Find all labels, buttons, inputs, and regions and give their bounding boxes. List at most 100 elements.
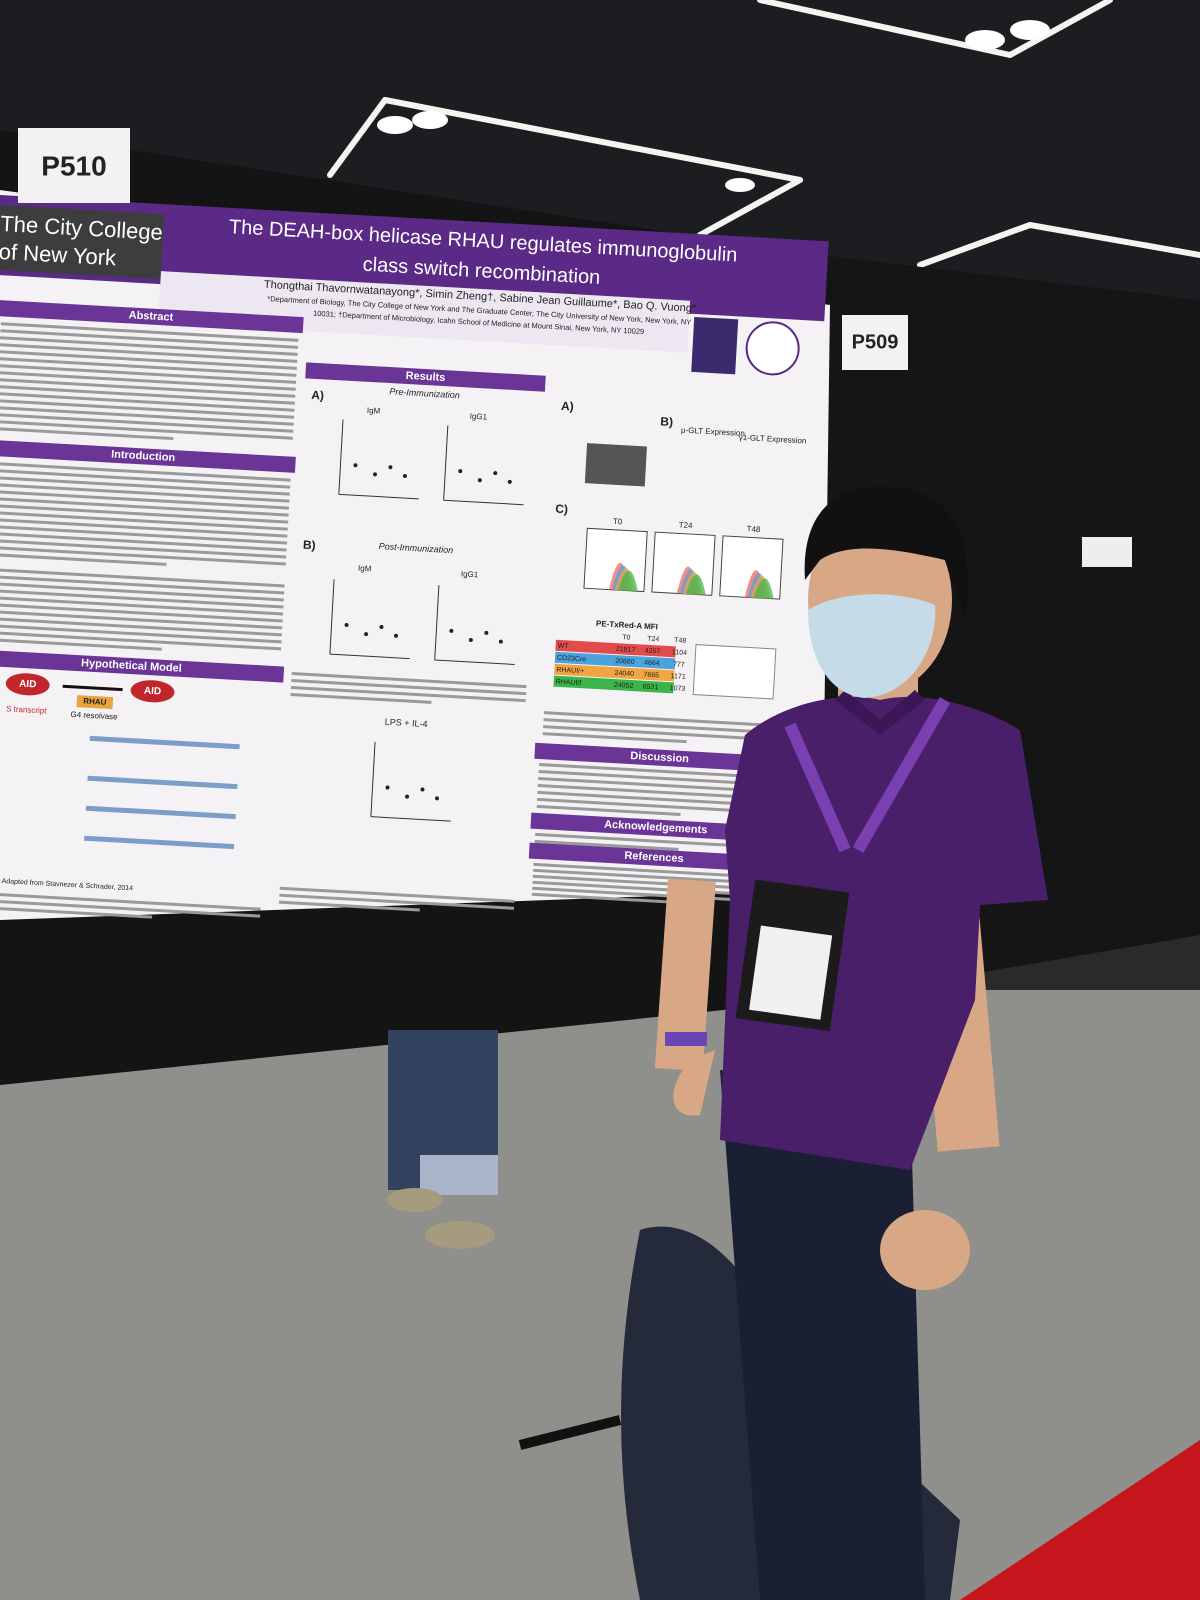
text-line [279, 893, 515, 910]
text-line [0, 399, 295, 419]
wristband [665, 1032, 707, 1046]
text-line [0, 552, 167, 566]
plot-dot [405, 794, 410, 799]
text-line [290, 693, 432, 704]
text-line [0, 469, 291, 489]
section-bar [0, 300, 304, 334]
text-line [290, 686, 526, 703]
table-row [554, 651, 676, 670]
poster-text: IgG1 [469, 412, 487, 422]
red-carpet [960, 1440, 1200, 1600]
plot-dot [364, 632, 369, 637]
text-line [0, 602, 283, 623]
section-title: Abstract [128, 309, 174, 323]
plot-dot [402, 474, 407, 479]
passerby [387, 1030, 498, 1249]
table-cell: 6531 [643, 683, 659, 691]
poster-text: A) [311, 388, 324, 403]
section-title: References [624, 850, 684, 865]
plot-dot [468, 637, 473, 642]
text-line [0, 524, 288, 545]
text-line [0, 545, 286, 566]
table-cell: RHAUf/+ [556, 667, 584, 676]
poster-text: B) [660, 414, 673, 429]
poster-text: T0 [622, 634, 631, 641]
bar-chart [692, 644, 777, 700]
section-title: Discussion [630, 750, 690, 765]
poster-text: S transcript [6, 704, 48, 715]
section-bar [530, 812, 781, 843]
poster-text: μ-GLT Expression [681, 425, 745, 438]
arrow [62, 684, 123, 692]
logo-badge [691, 316, 739, 375]
table-cell: 21817 [616, 646, 636, 654]
poster-text: A) [561, 399, 574, 414]
text-line [0, 350, 297, 370]
text-line [0, 637, 162, 651]
plot-dot [498, 639, 503, 644]
gene-track [89, 735, 240, 750]
aid-shape [130, 680, 175, 703]
text-line [533, 868, 773, 886]
histogram-curve [685, 574, 706, 596]
table-cell: 7665 [643, 672, 659, 680]
text-line [0, 413, 294, 433]
face-mask [808, 594, 936, 698]
text-line [533, 862, 774, 880]
person [654, 486, 1048, 1600]
poster-text: B) [303, 538, 316, 553]
text-line [0, 623, 282, 644]
table-cell: 20660 [615, 658, 635, 666]
text-line [0, 427, 174, 441]
aid-shape [5, 673, 50, 696]
text-line [543, 718, 784, 735]
section-title: Acknowledgements [604, 819, 708, 837]
table-cell: 1104 [672, 649, 688, 657]
text-line [291, 679, 527, 696]
plot-dot [449, 628, 454, 633]
poster-text: T0 [613, 517, 623, 527]
text-line [0, 385, 295, 405]
section-bar [0, 649, 285, 683]
plot-dot [385, 785, 390, 790]
plot-axis [329, 653, 410, 660]
text-line [537, 783, 778, 801]
poster-text: T24 [647, 636, 660, 644]
board-label [842, 315, 908, 370]
collar [835, 690, 925, 735]
poster-text: PE-TxRed-A MFI [596, 619, 658, 631]
board-label [18, 128, 130, 203]
plot-axis [370, 816, 451, 822]
western-blot [584, 443, 647, 487]
spotlights [377, 20, 1050, 192]
poster-text: AID [19, 678, 37, 690]
text-line [0, 329, 299, 349]
poster-text: Post-Immunization [378, 541, 453, 555]
section-bar [0, 439, 296, 473]
plot-dot [394, 633, 399, 638]
board-label-text: P509 [852, 331, 899, 353]
plot-dot [493, 471, 498, 476]
bag-strap [518, 1415, 622, 1450]
text-line [0, 899, 261, 918]
plot-dot [379, 624, 384, 629]
board-note [1082, 537, 1132, 567]
plot-dot [507, 479, 512, 484]
text-line [0, 322, 299, 342]
text-line [538, 769, 779, 787]
text-line [0, 538, 287, 559]
poster-text: C) [555, 502, 568, 517]
text-line [542, 732, 687, 744]
section-bar [305, 362, 546, 392]
seal [745, 321, 800, 376]
poster-text: RHAU [83, 697, 107, 707]
text-line [0, 476, 290, 496]
board-label-text: P510 [41, 150, 106, 181]
table-cell: CD23Cre [557, 655, 587, 664]
table-row [554, 663, 675, 682]
table-row [553, 675, 674, 694]
author-band [158, 271, 691, 353]
poster-text: AID [144, 685, 162, 697]
